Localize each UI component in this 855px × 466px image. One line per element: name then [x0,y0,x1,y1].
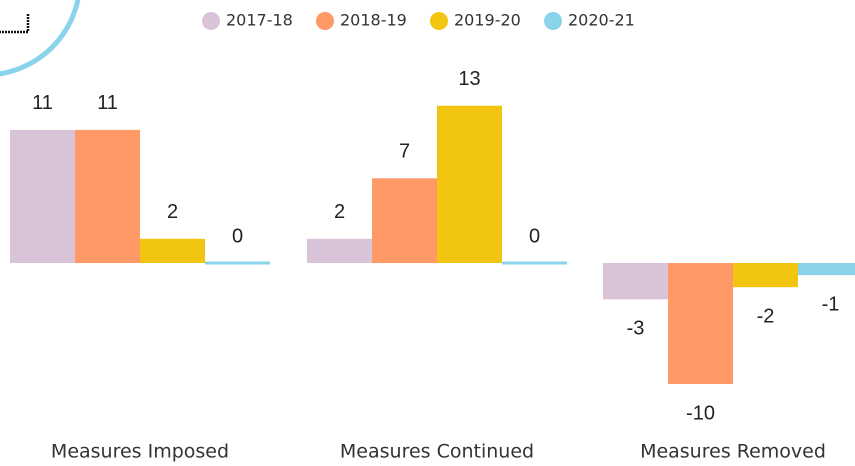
value-label: 0 [529,225,540,247]
bar [10,129,75,263]
legend-label: 2020-21 [568,11,635,30]
bar [307,238,372,263]
legend-swatch [316,12,334,30]
bar [502,261,567,265]
bar [75,129,140,263]
value-label: 0 [232,225,243,247]
value-label: -1 [822,293,840,315]
category-label: Measures Removed [640,441,826,463]
bar [205,261,270,265]
bar [372,178,437,263]
bar [798,263,855,276]
value-label: -10 [686,402,715,424]
legend-label: 2017-18 [226,11,293,30]
category-label: Measures Continued [340,441,534,463]
legend-label: 2019-20 [454,11,521,30]
value-label: 7 [399,141,410,163]
bar [733,263,798,288]
value-label: 11 [32,92,53,114]
value-label: -2 [757,305,775,327]
corner-decoration [0,0,81,77]
legend-swatch [544,12,562,30]
bar [603,263,668,300]
value-label: 2 [334,201,345,223]
bar [437,105,502,263]
bar [140,238,205,263]
value-label: 11 [97,92,118,114]
legend-swatch [430,12,448,30]
category-label: Measures Imposed [51,441,229,463]
legend-label: 2018-19 [340,11,407,30]
corner-icon [0,14,30,34]
bar [668,263,733,384]
legend-swatch [202,12,220,30]
value-label: 13 [458,68,480,90]
value-label: -3 [627,318,645,340]
value-label: 2 [167,201,178,223]
